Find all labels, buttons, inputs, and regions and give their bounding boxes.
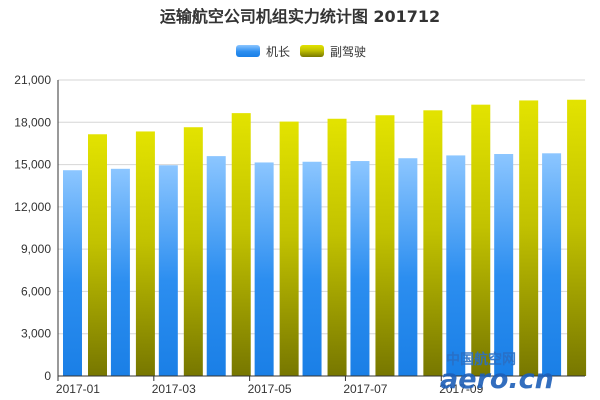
bar-captain [446, 155, 466, 376]
x-axis-ticks: 2017-01 2017-03 2017-05 2017-07 2017-09 [56, 376, 484, 396]
legend-swatch-captain [236, 45, 260, 57]
y-tick-label: 0 [44, 369, 51, 383]
bar-first-officer [231, 113, 251, 376]
x-tick-label: 2017-07 [343, 382, 387, 396]
legend-item-captain[interactable]: 机长 [236, 45, 290, 59]
x-tick-label: 2017-03 [152, 382, 196, 396]
x-tick-label: 2017-05 [248, 382, 292, 396]
y-axis-tick-labels: 0 3,000 6,000 9,000 12,000 15,000 18,000 21,000 [14, 73, 51, 383]
bar-first-officer [88, 134, 107, 376]
y-tick-label: 21,000 [14, 73, 51, 87]
x-tick-label: 2017-09 [439, 382, 483, 396]
y-tick-label: 6,000 [21, 284, 51, 298]
bar-first-officer [567, 99, 587, 376]
bar-first-officer [423, 110, 443, 377]
bar-captain [254, 162, 274, 376]
bar-captain [63, 170, 82, 376]
y-tick-label: 12,000 [14, 200, 51, 214]
bar-captain [542, 153, 562, 376]
legend-item-first-officer[interactable]: 副驾驶 [300, 44, 366, 59]
bar-captain [110, 168, 130, 376]
bars [63, 99, 587, 377]
bar-captain [398, 158, 418, 376]
bar-captain [206, 156, 226, 376]
y-tick-label: 18,000 [14, 115, 51, 129]
watermark-latin: aero.cn [440, 364, 554, 395]
bar-first-officer [471, 104, 491, 377]
y-tick-label: 15,000 [14, 158, 51, 172]
legend-swatch-first-officer [300, 45, 324, 57]
y-tick-label: 9,000 [21, 242, 51, 256]
x-tick-label: 2017-01 [56, 382, 100, 396]
bar-first-officer [327, 118, 347, 376]
legend-label-captain: 机长 [266, 45, 290, 59]
watermark: 中国航空网 aero.cn [440, 351, 554, 395]
chart-title: 运输航空公司机组实力统计图 201712 [160, 7, 440, 26]
bar-captain [302, 161, 322, 376]
bar-captain [350, 161, 370, 376]
y-tick-label: 3,000 [21, 327, 51, 341]
bar-first-officer [279, 121, 299, 376]
bar-captain [158, 165, 178, 376]
bar-first-officer [375, 115, 395, 376]
bar-first-officer [183, 127, 203, 376]
watermark-cn: 中国航空网 [446, 351, 516, 368]
legend-label-first-officer: 副驾驶 [330, 44, 366, 59]
bar-first-officer [519, 100, 539, 376]
bar-first-officer [135, 131, 155, 376]
legend: 机长 副驾驶 [236, 44, 366, 59]
bar-captain [494, 154, 514, 376]
